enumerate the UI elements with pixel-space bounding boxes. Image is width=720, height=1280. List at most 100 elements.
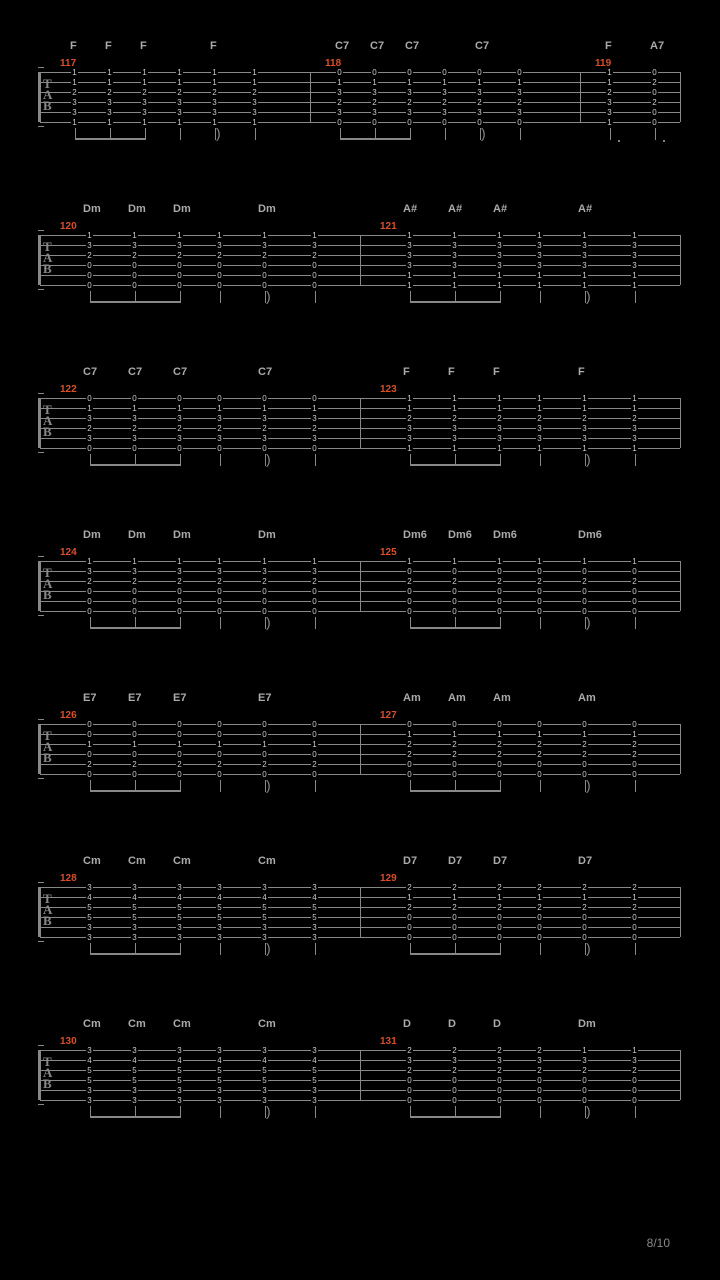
- fret-column: 232000: [451, 1046, 458, 1106]
- fret-column: 132000: [131, 231, 138, 291]
- measure-number: 122: [60, 384, 77, 395]
- fret-column: 232000: [536, 1046, 543, 1106]
- fret-column: 102000: [496, 557, 503, 617]
- chord-label: E7: [258, 692, 271, 704]
- fret-column: 013230: [131, 394, 138, 454]
- chord-label: Dm: [83, 203, 101, 215]
- chord-label: Dm: [128, 203, 146, 215]
- tab-clef-icon: TAB: [43, 730, 52, 763]
- fret-column: 132000: [311, 557, 318, 617]
- fret-column: 212000: [496, 883, 503, 943]
- measure-number: 130: [60, 1036, 77, 1047]
- fret-column: 133311: [496, 231, 503, 291]
- measure-number: 124: [60, 547, 77, 558]
- fret-column: 001020: [86, 720, 93, 780]
- chord-label: Dm: [83, 529, 101, 541]
- fret-column: 345533: [86, 1046, 93, 1106]
- chord-label: Am: [403, 692, 421, 704]
- chord-label: C7: [83, 366, 97, 378]
- fret-column: 112331: [176, 68, 183, 128]
- chord-label: C7: [475, 40, 489, 52]
- fret-column: 102000: [581, 557, 588, 617]
- chord-label: F: [140, 40, 147, 52]
- fret-column: 132000: [86, 557, 93, 617]
- fret-column: 232000: [406, 1046, 413, 1106]
- tab-clef-icon: TAB: [43, 78, 52, 111]
- chord-label: E7: [83, 692, 96, 704]
- chord-label: D7: [448, 855, 462, 867]
- staff: TAB124125132000132000132000132000132000)…: [40, 561, 680, 621]
- chord-label: C7: [128, 366, 142, 378]
- staff: TAB128129345533345533345533345533345533)…: [40, 887, 680, 947]
- chord-label: A#: [448, 203, 462, 215]
- fret-column: 013230: [441, 68, 448, 128]
- fret-column: 102000: [406, 557, 413, 617]
- staff: TAB126127001020001020001020001020001020)…: [40, 724, 680, 784]
- chord-label: Dm: [258, 529, 276, 541]
- fret-column: 013230: [406, 68, 413, 128]
- chord-label: Cm: [258, 1018, 276, 1030]
- fret-column: 133311: [536, 231, 543, 291]
- measure-number: 120: [60, 221, 77, 232]
- tab-row: DmDmDmDmA#A#A#A#TAB120121132000132000132…: [40, 203, 680, 308]
- fret-column: 345533: [216, 1046, 223, 1106]
- measure-number: 128: [60, 873, 77, 884]
- fret-column: 345533: [176, 1046, 183, 1106]
- fret-column: 013230: [216, 394, 223, 454]
- tab-row: C7C7C7C7FFFFTAB1221230132300132300132300…: [40, 366, 680, 471]
- chord-label: A7: [650, 40, 664, 52]
- fret-column: 001020: [176, 720, 183, 780]
- tab-row: CmCmCmCmDDDDmTAB130131345533345533345533…: [40, 1018, 680, 1123]
- chord-label: Dm: [258, 203, 276, 215]
- tab-row: E7E7E7E7AmAmAmAmTAB126127001020001020001…: [40, 692, 680, 797]
- chord-label: Dm6: [578, 529, 602, 541]
- tab-row: DmDmDmDmDm6Dm6Dm6Dm6TAB12412513200013200…: [40, 529, 680, 634]
- fret-column: 112331: [211, 68, 218, 128]
- chord-label: Dm: [128, 529, 146, 541]
- chord-label: F: [493, 366, 500, 378]
- chord-label: A#: [493, 203, 507, 215]
- chord-label: Dm6: [448, 529, 472, 541]
- chord-label: C7: [405, 40, 419, 52]
- fret-column: 133311: [406, 231, 413, 291]
- fret-column: 012200: [451, 720, 458, 780]
- fret-column: 212000: [406, 883, 413, 943]
- measure-number: 129: [380, 873, 397, 884]
- chord-label: Cm: [83, 1018, 101, 1030]
- chord-label: D7: [578, 855, 592, 867]
- chord-label: Cm: [128, 855, 146, 867]
- chord-label: C7: [258, 366, 272, 378]
- chord-label: Dm: [578, 1018, 596, 1030]
- chord-label: C7: [335, 40, 349, 52]
- fret-column: 112331: [71, 68, 78, 128]
- fret-column: 132000: [176, 557, 183, 617]
- fret-column: 112331: [451, 394, 458, 454]
- chord-label: Dm6: [493, 529, 517, 541]
- fret-column: 212000: [581, 883, 588, 943]
- fret-column: 013230: [336, 68, 343, 128]
- fret-column: 345533: [176, 883, 183, 943]
- measure-number: 126: [60, 710, 77, 721]
- fret-column: 013230: [371, 68, 378, 128]
- fret-column: 232000: [496, 1046, 503, 1106]
- fret-column: 132000: [86, 231, 93, 291]
- staff: TAB120121132000132000132000132000132000)…: [40, 235, 680, 295]
- fret-column: 112331: [606, 68, 613, 128]
- fret-column: 212000: [536, 883, 543, 943]
- fret-column: 001020: [131, 720, 138, 780]
- tab-clef-icon: TAB: [43, 893, 52, 926]
- fret-column: 132000: [216, 557, 223, 617]
- fret-column: 020200: [651, 68, 658, 128]
- fret-column: 102000: [536, 557, 543, 617]
- chord-label: Cm: [258, 855, 276, 867]
- fret-column: 012200: [406, 720, 413, 780]
- fret-column: 132000: [581, 1046, 588, 1106]
- staff: TAB122123013230013230013230013230013230)…: [40, 398, 680, 458]
- measure-number: 131: [380, 1036, 397, 1047]
- chord-label: F: [448, 366, 455, 378]
- tab-row: FFFFC7C7C7C7FA7TAB1171181191123311123311…: [40, 40, 680, 145]
- chord-label: Am: [448, 692, 466, 704]
- chord-label: F: [105, 40, 112, 52]
- chord-label: D: [403, 1018, 411, 1030]
- staff: TAB1171181191123311123311123311123311123…: [40, 72, 680, 132]
